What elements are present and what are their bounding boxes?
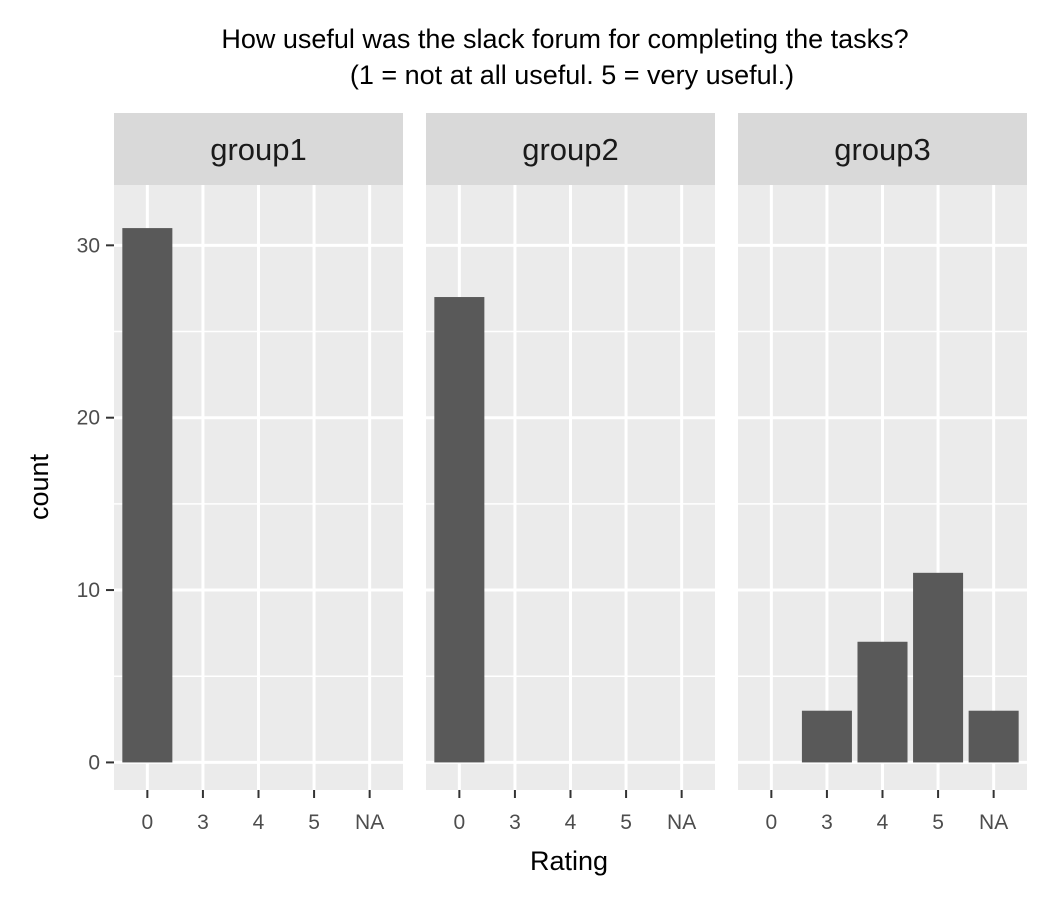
x-tick-label: 5 — [620, 811, 632, 834]
bar-group3-3 — [801, 710, 852, 763]
x-tick-label: 5 — [308, 811, 320, 834]
x-tick-label: 5 — [932, 811, 944, 834]
x-tick-label: NA — [979, 811, 1008, 834]
chart-title: How useful was the slack forum for compl… — [221, 24, 908, 54]
x-tick-label: 4 — [253, 811, 265, 834]
chart-subtitle: (1 = not at all useful. 5 = very useful.… — [350, 60, 794, 90]
y-tick-label: 10 — [77, 579, 100, 602]
y-tick-label: 20 — [77, 407, 100, 430]
x-tick-label: 3 — [821, 811, 833, 834]
x-tick-label: 0 — [142, 811, 154, 834]
bar-group1-0 — [122, 228, 173, 763]
bar-group3-5 — [913, 572, 964, 763]
facet-strip — [114, 113, 403, 185]
facet-strip-label: group2 — [522, 132, 619, 167]
y-axis: 0 10 20 30 — [77, 234, 114, 774]
x-tick-label: 0 — [454, 811, 466, 834]
facet-group3: group3 0 3 4 5 NA — [738, 113, 1027, 834]
x-tick-label: 0 — [766, 811, 778, 834]
facet-strip-label: group1 — [210, 132, 307, 167]
facet-strip — [738, 113, 1027, 185]
x-tick-label: NA — [355, 811, 384, 834]
y-tick-label: 0 — [88, 751, 100, 774]
x-tick-label: 3 — [197, 811, 209, 834]
x-axis-title: Rating — [530, 846, 608, 876]
facet-strip-label: group3 — [834, 132, 931, 167]
y-axis-title: count — [24, 453, 54, 520]
x-tick-label: 3 — [509, 811, 521, 834]
bar-group2-0 — [434, 297, 485, 763]
facet-group1: group1 0 3 4 5 NA — [114, 113, 403, 834]
facet-panels: group1 0 3 4 5 NA group2 0 3 4 5 NA group3 0 3 4 5 NA — [114, 113, 1027, 834]
bar-group3-4 — [857, 641, 908, 763]
facet-group2: group2 0 3 4 5 NA — [426, 113, 715, 834]
x-tick-label: NA — [667, 811, 696, 834]
x-tick-label: 4 — [877, 811, 889, 834]
x-tick-label: 4 — [565, 811, 577, 834]
facet-strip — [426, 113, 715, 185]
y-tick-label: 30 — [77, 234, 100, 257]
bar-group3-NA — [968, 710, 1019, 763]
